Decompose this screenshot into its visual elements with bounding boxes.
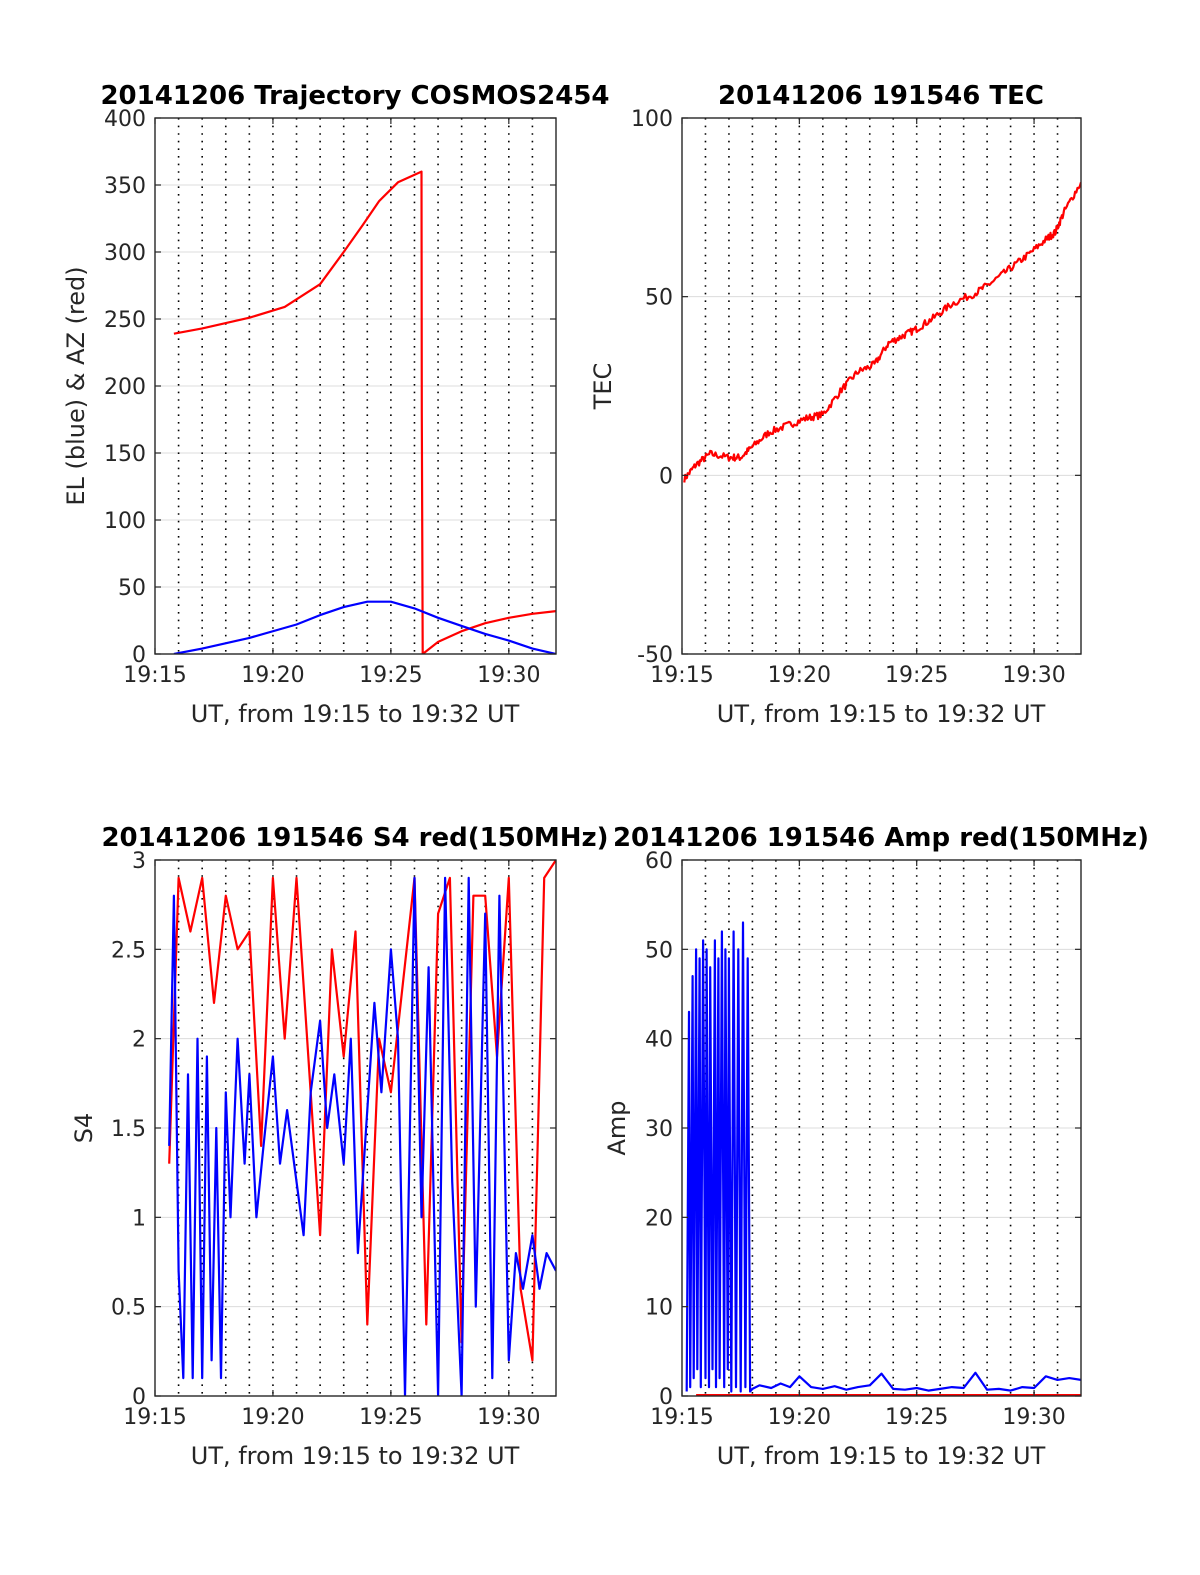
y-axis-label: EL (blue) & AZ (red) <box>62 266 90 505</box>
y-tick-label: 0 <box>659 1385 673 1410</box>
y-tick-label: 40 <box>645 1028 673 1053</box>
panel-amp: 20141206 191546 Amp red(150MHz) UT, from… <box>603 823 1149 1470</box>
y-tick-label: 0 <box>132 643 146 668</box>
chart-title: 20141206 191546 TEC <box>718 81 1044 111</box>
y-tick-label: 150 <box>104 442 146 467</box>
y-tick-label: 250 <box>104 308 146 333</box>
x-tick-label: 19:20 <box>768 663 831 688</box>
y-tick-label: 50 <box>645 286 673 311</box>
y-tick-label: 200 <box>104 375 146 400</box>
y-tick-label: 0.5 <box>111 1296 146 1321</box>
x-tick-label: 19:20 <box>768 1405 831 1430</box>
y-axis-label: TEC <box>589 363 617 411</box>
panel-trajectory: 20141206 Trajectory COSMOS2454 UT, from … <box>62 81 610 728</box>
y-tick-label: 50 <box>118 576 146 601</box>
x-tick-label: 19:15 <box>123 663 186 688</box>
y-tick-label: 2 <box>132 1028 146 1053</box>
x-tick-label: 19:25 <box>359 1405 422 1430</box>
x-tick-label: 19:20 <box>241 1405 304 1430</box>
series-red-line <box>173 170 556 654</box>
x-tick-label: 19:25 <box>885 1405 948 1430</box>
y-axis-label: Amp <box>603 1100 631 1155</box>
y-tick-label: 30 <box>645 1117 673 1142</box>
y-tick-label: 1 <box>132 1206 146 1231</box>
chart-title: 20141206 191546 Amp red(150MHz) <box>613 823 1149 853</box>
series-blue-line <box>685 921 1081 1393</box>
x-axis-label: UT, from 19:15 to 19:32 UT <box>191 700 520 728</box>
series-blue-line <box>173 600 556 654</box>
x-tick-label: 19:25 <box>885 663 948 688</box>
series-blue-line <box>168 876 556 1396</box>
y-axis-label: S4 <box>70 1113 98 1144</box>
y-tick-label: 2.5 <box>111 938 146 963</box>
x-tick-label: 19:15 <box>650 663 713 688</box>
x-axis-label: UT, from 19:15 to 19:32 UT <box>717 700 1046 728</box>
series-red-line <box>683 181 1081 483</box>
y-tick-label: 20 <box>645 1206 673 1231</box>
x-axis-label: UT, from 19:15 to 19:32 UT <box>717 1442 1046 1470</box>
y-tick-label: 0 <box>659 464 673 489</box>
x-tick-label: 19:30 <box>477 663 540 688</box>
y-tick-label: 400 <box>104 107 146 132</box>
y-tick-label: 60 <box>645 849 673 874</box>
y-tick-label: 0 <box>132 1385 146 1410</box>
panel-tec: 20141206 191546 TEC UT, from 19:15 to 19… <box>589 81 1082 728</box>
x-tick-label: 19:30 <box>1002 663 1065 688</box>
chart-title: 20141206 Trajectory COSMOS2454 <box>100 81 609 111</box>
panel-s4: 20141206 191546 S4 red(150MHz) UT, from … <box>70 823 609 1470</box>
y-tick-label: 100 <box>631 107 673 132</box>
y-tick-label: 300 <box>104 241 146 266</box>
y-tick-label: 350 <box>104 174 146 199</box>
x-tick-label: 19:15 <box>123 1405 186 1430</box>
x-tick-label: 19:30 <box>1002 1405 1065 1430</box>
x-tick-label: 19:15 <box>650 1405 713 1430</box>
y-tick-label: 3 <box>132 849 146 874</box>
y-tick-label: 100 <box>104 509 146 534</box>
series-red-line <box>168 860 556 1362</box>
x-tick-label: 19:30 <box>477 1405 540 1430</box>
chart-title: 20141206 191546 S4 red(150MHz) <box>101 823 608 853</box>
y-tick-label: 10 <box>645 1296 673 1321</box>
y-tick-label: 1.5 <box>111 1117 146 1142</box>
x-tick-label: 19:20 <box>241 663 304 688</box>
axes-box <box>681 117 1082 655</box>
x-tick-label: 19:25 <box>359 663 422 688</box>
y-tick-label: -50 <box>637 643 673 668</box>
y-tick-label: 50 <box>645 938 673 963</box>
x-axis-label: UT, from 19:15 to 19:32 UT <box>191 1442 520 1470</box>
